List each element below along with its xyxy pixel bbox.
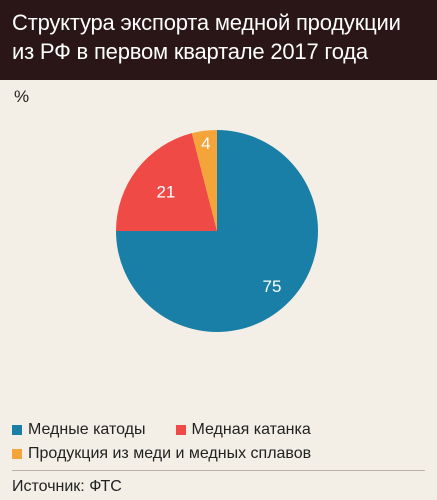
legend-label: Продукция из меди и медных сплавов xyxy=(28,445,312,462)
pie-slice xyxy=(116,133,217,231)
source-note: Источник: ФТС xyxy=(12,478,122,495)
divider xyxy=(12,470,425,471)
chart-header: Структура экспорта медной продукции из Р… xyxy=(0,0,437,80)
pie-slice xyxy=(191,130,217,231)
legend-item-alloys: Продукция из меди и медных сплавов xyxy=(12,445,311,463)
legend-item-rod: Медная катанка xyxy=(175,421,311,439)
legend-swatch xyxy=(175,425,186,435)
legend-item-cathodes: Медные катоды xyxy=(12,421,146,439)
slice-value-label: 21 xyxy=(156,182,175,201)
legend-swatch xyxy=(12,449,22,459)
slice-value-label: 75 xyxy=(263,277,282,296)
slice-value-label: 4 xyxy=(201,134,210,153)
legend-label: Медная катанка xyxy=(191,421,311,438)
legend-row-2: Продукция из меди и медных сплавов xyxy=(12,442,427,466)
legend: Медные катоды Медная катанка Продукция и… xyxy=(12,418,427,466)
unit-label: % xyxy=(14,87,30,106)
legend-swatch xyxy=(12,425,22,435)
legend-label: Медные катоды xyxy=(28,421,146,438)
legend-row-1: Медные катоды Медная катанка xyxy=(12,418,427,442)
chart-title: Структура экспорта медной продукции из Р… xyxy=(12,10,401,64)
